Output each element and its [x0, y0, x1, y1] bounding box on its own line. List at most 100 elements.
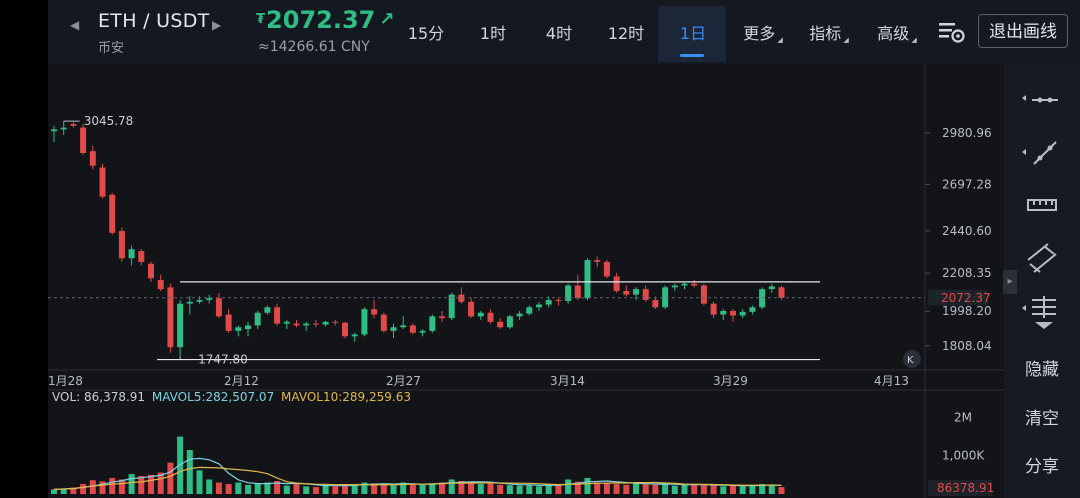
volume-bar	[487, 483, 494, 494]
candle-body	[332, 321, 339, 323]
volume-bar	[613, 484, 620, 494]
volume-bar	[759, 484, 766, 494]
scroll-to-latest-icon	[903, 350, 921, 368]
candle-body	[448, 294, 455, 319]
volume-bar	[128, 474, 135, 494]
volume-bar	[633, 482, 639, 494]
chart-settings-icon[interactable]	[938, 18, 966, 46]
tab-indicators[interactable]: 指标 ◢	[809, 24, 849, 44]
tab-1h[interactable]: 1时	[479, 24, 507, 43]
price-value: 2072.37	[266, 6, 376, 34]
trading-pair[interactable]: ETH / USDT	[98, 10, 210, 32]
volume-bar	[739, 485, 746, 494]
volume-bar	[768, 484, 775, 494]
candle-body	[574, 285, 581, 299]
horizontal-line-icon[interactable]	[1016, 80, 1068, 120]
volume-bar	[118, 479, 125, 494]
price-cny: ≈14266.61 CNY	[258, 39, 370, 55]
volume-bar	[148, 474, 154, 494]
volume-legend: VOL: 86,378.91 MAVOL5:282,507.07 MAVOL10…	[52, 390, 414, 404]
volume-bar	[652, 484, 659, 494]
dropdown-corner-icon: ◢	[777, 36, 783, 44]
time-tick-label: 1月28	[48, 374, 83, 388]
volume-bar	[594, 482, 601, 494]
currency-symbol: ₮	[256, 12, 266, 27]
price-chart[interactable]: 2980.96 2697.28 2440.60 2208.35 1998.20 1808.…	[48, 64, 1004, 498]
tab-15min[interactable]: 15分	[407, 24, 445, 43]
candle-body	[245, 325, 251, 330]
candle-body	[613, 276, 620, 291]
dropdown-corner-icon: ◢	[911, 36, 917, 44]
previous-pair-icon[interactable]: ◀	[70, 18, 80, 32]
candle-body	[138, 251, 145, 262]
volume-bar	[749, 484, 756, 494]
volume-bar	[60, 488, 67, 494]
candle-body	[70, 123, 77, 126]
volume-bar	[555, 485, 562, 494]
price-tick-label: 2697.28	[942, 177, 992, 191]
candle-body	[186, 301, 193, 304]
active-tab-background	[658, 6, 726, 62]
clear-button[interactable]: 清空	[1025, 409, 1059, 429]
volume-bar	[371, 483, 378, 494]
hide-button[interactable]: 隐藏	[1025, 360, 1059, 380]
candle-body	[681, 283, 688, 286]
volume-bar	[109, 477, 116, 494]
candle-body	[235, 327, 242, 331]
volume-bar	[351, 484, 358, 494]
candle-body	[594, 260, 601, 262]
candle-body	[739, 311, 746, 316]
volume-bar	[536, 486, 542, 494]
volume-bar	[51, 489, 57, 494]
time-tick-label: 2月12	[224, 374, 259, 388]
price-tick-label: 1998.20	[942, 304, 992, 318]
price-tick-label: 2440.60	[942, 224, 992, 238]
candle-body	[206, 298, 213, 301]
candle-body	[157, 280, 164, 290]
candle-body	[322, 321, 329, 325]
mavol10-value: MAVOL10:289,259.63	[281, 390, 411, 404]
tab-more[interactable]: 更多 ◢	[743, 24, 783, 44]
ruler-icon[interactable]	[1016, 186, 1068, 226]
top-bar	[48, 0, 1080, 64]
parallel-lines-icon[interactable]	[1016, 238, 1068, 278]
candle-body	[730, 310, 736, 316]
volume-bar	[516, 485, 523, 494]
candle-body	[80, 127, 87, 154]
volume-bar	[361, 482, 368, 494]
volume-bar	[468, 482, 475, 494]
volume-bar	[662, 484, 669, 494]
volume-bar	[235, 482, 242, 494]
volume-bar	[380, 484, 387, 494]
volume-bar	[730, 485, 736, 494]
candle-body	[545, 300, 552, 305]
candle-body	[768, 286, 775, 290]
current-volume-tag	[928, 480, 992, 496]
candle-body	[409, 325, 416, 333]
candle-body	[274, 307, 281, 324]
volume-bar	[409, 484, 416, 494]
volume-bar	[138, 476, 145, 494]
candle-body	[458, 294, 465, 302]
candle-body	[720, 310, 727, 315]
trend-line-icon[interactable]	[1016, 134, 1068, 174]
candle-body	[283, 321, 290, 324]
left-edge	[0, 0, 48, 498]
candle-body	[293, 323, 300, 326]
exit-drawing-button[interactable]: 退出画线	[978, 14, 1068, 48]
tab-4h[interactable]: 4时	[545, 24, 573, 43]
tab-advanced[interactable]: 高级 ◢	[877, 24, 917, 44]
candle-body	[700, 285, 707, 304]
share-button[interactable]: 分享	[1025, 457, 1059, 477]
volume-bar	[681, 484, 688, 494]
volume-bar	[157, 472, 164, 494]
fib-lines-icon[interactable]	[1016, 290, 1068, 330]
price-tick-label: 2208.35	[942, 266, 992, 280]
candle-body	[662, 287, 669, 308]
tab-1d[interactable]: 1日	[679, 24, 707, 43]
tab-12h[interactable]: 12时	[607, 24, 645, 43]
collapse-toolbar-icon[interactable]: ▸	[1003, 270, 1017, 294]
candle-body	[468, 301, 475, 317]
next-pair-icon[interactable]: ▶	[212, 18, 222, 32]
volume-bar	[99, 481, 106, 494]
